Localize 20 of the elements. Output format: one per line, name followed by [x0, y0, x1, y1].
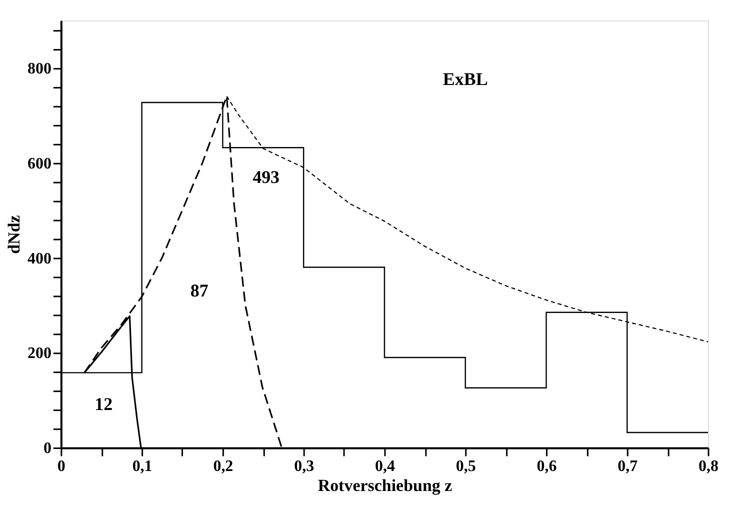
annotation: ExBL	[442, 69, 488, 90]
x-axis-title: Rotverschiebung z	[318, 476, 453, 496]
annotation: 87	[190, 280, 208, 300]
y-tick-label: 600	[27, 155, 52, 172]
y-tick-label: 0	[43, 440, 52, 458]
annotation: 12	[94, 394, 113, 414]
x-tick-label: 0,3	[294, 458, 314, 476]
x-tick-label: 0,7	[618, 458, 638, 476]
annotation: 493	[252, 167, 280, 188]
x-tick-label: 0,2	[213, 458, 234, 476]
x-tick-label: 0,1	[132, 458, 152, 476]
y-tick-label: 800	[27, 60, 52, 78]
y-axis-title: dNdz	[4, 214, 24, 254]
y-tick-label: 400	[27, 250, 52, 268]
x-tick-label: 0,5	[456, 458, 476, 476]
x-tick-label: 0,4	[374, 458, 395, 476]
x-tick-label: 0,8	[698, 458, 719, 476]
x-tick-label: 0	[57, 458, 66, 476]
y-tick-label: 200	[27, 345, 52, 362]
x-tick-label: 0,6	[536, 458, 557, 476]
